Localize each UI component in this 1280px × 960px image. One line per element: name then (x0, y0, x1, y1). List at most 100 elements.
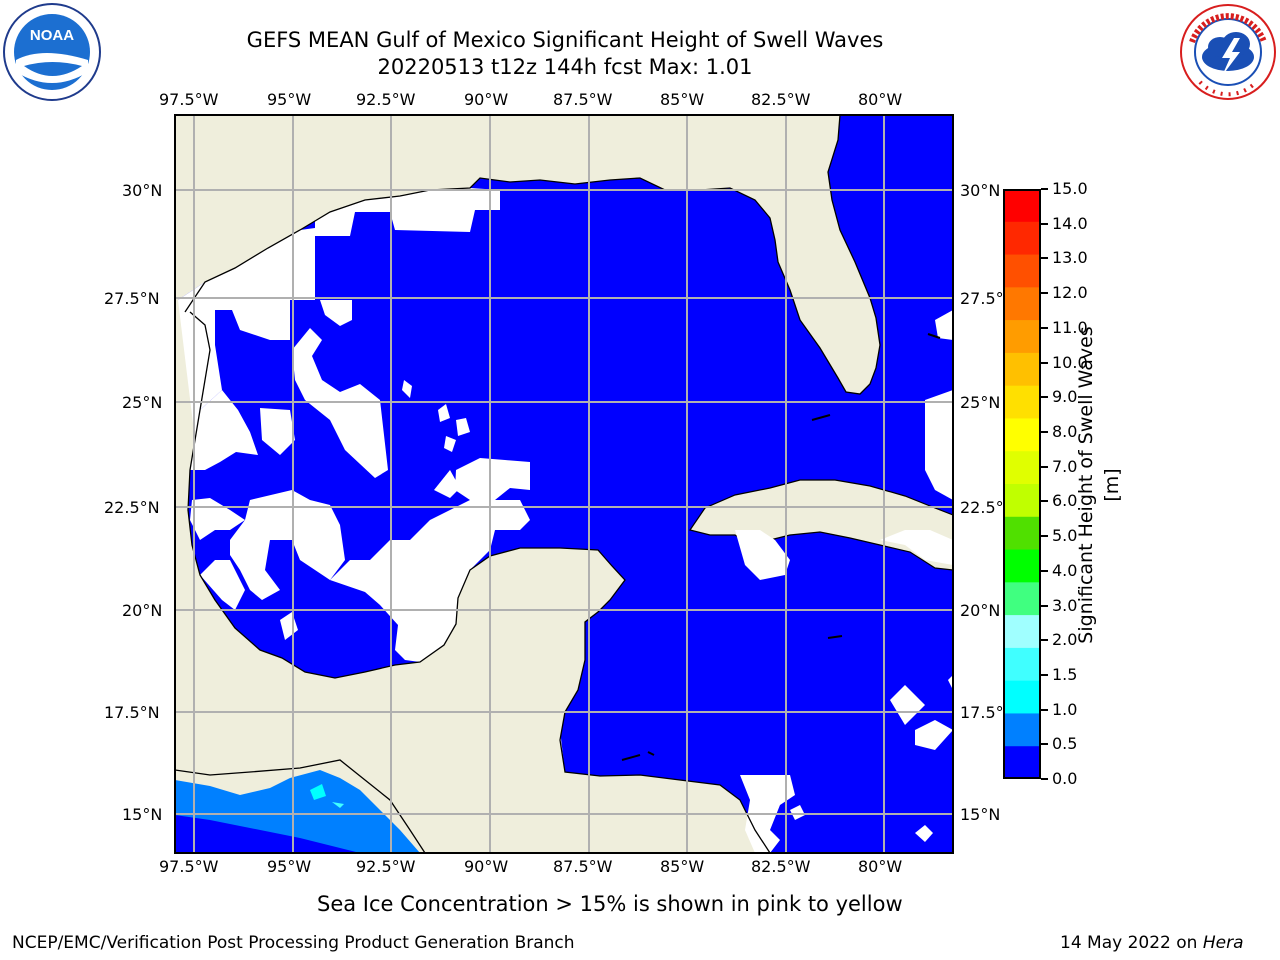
lon-tick-top-4: 87.5°W (553, 90, 613, 109)
colorbar-tick-mark (1041, 639, 1048, 642)
no-data-patches (178, 188, 953, 853)
colorbar (1003, 189, 1041, 780)
colorbar-swatch (1003, 320, 1041, 354)
colorbar-label: Significant Height of Swell Waves [m] (1075, 326, 1123, 644)
colorbar-tick-label: 3.0 (1052, 595, 1078, 615)
lon-tick-top-3: 90°W (464, 90, 509, 109)
footer-machine: Hera (1202, 933, 1244, 953)
coastline-mexico (187, 311, 771, 853)
colorbar-tick-label: 10.0 (1052, 352, 1088, 372)
colorbar-tick-label: 0.0 (1052, 769, 1078, 788)
lat-tick-left-4: 20°N (122, 601, 163, 620)
lon-tick-top-0: 97.5°W (159, 90, 219, 109)
colorbar-swatch (1003, 516, 1041, 551)
colorbar-tick-mark (1041, 326, 1048, 329)
footer-date: 14 May 2022 on Hera (1060, 933, 1244, 953)
lon-tick-top-7: 80°W (858, 90, 903, 109)
colorbar-tick-label: 13.0 (1052, 248, 1088, 268)
lat-tick-left-6: 15°N (122, 805, 163, 824)
lat-tick-right-2: 25°N (960, 393, 1001, 412)
svg-text:NOAA: NOAA (30, 27, 74, 44)
sea-ice-note: Sea Ice Concentration > 15% is shown in … (317, 892, 903, 916)
lat-tick-right-6: 15°N (960, 805, 1001, 824)
lat-tick-right-5: 17.5°N (960, 703, 1016, 722)
colorbar-swatch (1003, 615, 1041, 649)
lon-tick-top-2: 92.5°W (356, 90, 416, 109)
colorbar-tick-mark (1041, 292, 1048, 295)
colorbar-tick-mark (1041, 430, 1048, 433)
colorbar-tick-label: 7.0 (1052, 456, 1078, 476)
lat-tick-right-1: 27.5°N (960, 289, 1016, 308)
colorbar-tick-label: 9.0 (1052, 387, 1078, 407)
ocean-wave-field (178, 115, 953, 853)
colorbar-swatch (1003, 189, 1041, 223)
colorbar-swatch (1003, 287, 1041, 321)
lon-tick-bottom-1: 95°W (267, 857, 312, 876)
colorbar-tick-label: 2.0 (1052, 630, 1078, 650)
coastline (184, 115, 881, 395)
colorbar-swatch (1003, 254, 1041, 288)
colorbar-tick-mark (1041, 535, 1048, 538)
colorbar-tick-label: 11.0 (1052, 317, 1088, 337)
lon-tick-bottom-3: 90°W (464, 857, 509, 876)
colorbar-tick-label: 15.0 (1052, 179, 1088, 198)
colorbar-tick-mark (1041, 396, 1048, 399)
colorbar-tick-mark (1041, 465, 1048, 468)
colorbar-tick-mark (1041, 361, 1048, 364)
lon-tick-bottom-5: 85°W (660, 857, 705, 876)
colorbar-tick-label: 8.0 (1052, 421, 1078, 441)
colorbar-swatch (1003, 713, 1041, 747)
lat-tick-left-1: 27.5°N (104, 289, 160, 308)
colorbar-tick-mark (1041, 708, 1048, 711)
colorbar-swatch (1003, 680, 1041, 714)
colorbar-swatch (1003, 549, 1041, 583)
lat-tick-left-3: 22.5°N (104, 498, 160, 517)
nws-logo (1178, 2, 1278, 102)
colorbar-tick-mark (1041, 743, 1048, 746)
colorbar-tick-mark (1041, 604, 1048, 607)
colorbar-tick-mark (1041, 222, 1048, 225)
lon-tick-top-5: 85°W (660, 90, 705, 109)
islands (621, 333, 941, 761)
lon-tick-top-1: 95°W (267, 90, 312, 109)
colorbar-tick-mark (1041, 257, 1048, 260)
colorbar-tick-label: 4.0 (1052, 560, 1078, 580)
pacific-swell-0.0 (175, 815, 360, 853)
colorbar-swatches (1003, 189, 1041, 780)
chart-title-line1: GEFS MEAN Gulf of Mexico Significant Hei… (246, 28, 884, 52)
colorbar-frame (1003, 189, 1041, 779)
map-frame (174, 114, 954, 854)
lon-tick-bottom-4: 87.5°W (553, 857, 613, 876)
noaa-logo: NOAA (2, 2, 102, 102)
colorbar-tick-label: 1.0 (1052, 699, 1078, 719)
lat-tick-right-4: 20°N (960, 601, 1001, 620)
pacific-swell-1.5 (310, 784, 326, 800)
lon-tick-top-6: 82.5°W (751, 90, 811, 109)
footer-branch: NCEP/EMC/Verification Post Processing Pr… (12, 933, 575, 953)
lat-tick-right-0: 30°N (960, 181, 1001, 200)
colorbar-swatch (1003, 451, 1041, 485)
lon-tick-bottom-6: 82.5°W (751, 857, 811, 876)
colorbar-swatch (1003, 582, 1041, 616)
colorbar-swatch (1003, 418, 1041, 452)
lon-tick-bottom-2: 92.5°W (356, 857, 416, 876)
graticule (175, 115, 953, 853)
colorbar-tick-label: 12.0 (1052, 283, 1088, 303)
colorbar-swatch (1003, 221, 1041, 256)
colorbar-tick-label: 1.5 (1052, 664, 1078, 684)
lon-tick-bottom-0: 97.5°W (159, 857, 219, 876)
footer-date-text: 14 May 2022 on (1060, 933, 1198, 953)
coastline-pacific (175, 759, 426, 853)
colorbar-tick-label: 5.0 (1052, 526, 1078, 546)
colorbar-tick-mark (1041, 778, 1048, 780)
colorbar-swatch (1003, 746, 1041, 780)
colorbar-tick-label: 6.0 (1052, 491, 1078, 511)
lon-tick-bottom-7: 80°W (858, 857, 903, 876)
map-content (175, 115, 953, 853)
pacific-swell-1.0 (332, 802, 344, 808)
colorbar-swatch (1003, 484, 1041, 518)
lat-tick-left-0: 30°N (122, 181, 163, 200)
colorbar-swatch (1003, 647, 1041, 682)
colorbar-swatch (1003, 385, 1041, 419)
